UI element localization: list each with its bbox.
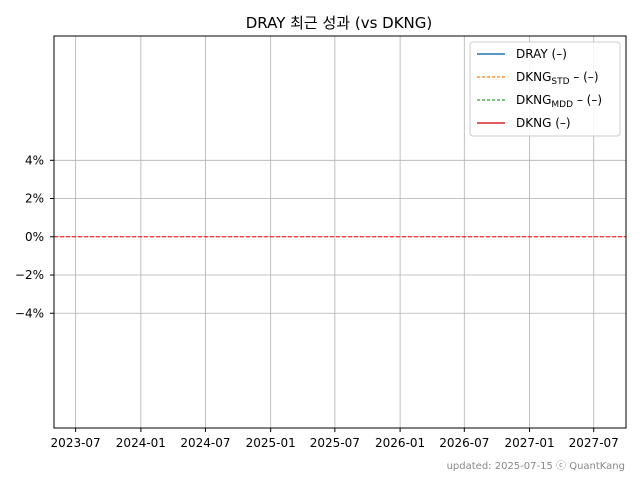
chart-title: DRAY 최근 성과 (vs DKNG) xyxy=(246,14,433,32)
x-tick-label: 2025-01 xyxy=(246,436,296,450)
y-tick-label: −2% xyxy=(15,268,44,282)
legend-entry: DKNG (–) xyxy=(516,116,571,130)
legend-entry: DKNGSTD – (–) xyxy=(516,70,599,87)
x-axis: 2023-07 2024-01 2024-07 2025-01 2025-07 2026-… xyxy=(51,428,619,450)
y-axis: 4% 2% 0% −2% −4% xyxy=(15,153,54,320)
x-tick-label: 2027-01 xyxy=(504,436,554,450)
x-tick-label: 2024-07 xyxy=(180,436,230,450)
x-tick-label: 2023-07 xyxy=(51,436,101,450)
y-tick-label: 0% xyxy=(25,230,44,244)
legend-entry: DKNGMDD – (–) xyxy=(516,93,602,110)
x-tick-label: 2027-07 xyxy=(569,436,619,450)
grid xyxy=(54,36,626,428)
legend-box xyxy=(469,41,621,137)
legend: DRAY (–) DKNGSTD – (–) DKNGMDD – (–) DKNG (… xyxy=(469,41,621,137)
x-tick-label: 2025-07 xyxy=(310,436,360,450)
y-tick-label: −4% xyxy=(15,306,44,320)
x-tick-label: 2026-01 xyxy=(375,436,425,450)
y-tick-label: 4% xyxy=(25,153,44,167)
y-tick-label: 2% xyxy=(25,192,44,206)
legend-entry: DRAY (–) xyxy=(516,47,567,61)
x-tick-label: 2024-01 xyxy=(116,436,166,450)
footer-credit: updated: 2025-07-15 ⓒ QuantKang xyxy=(447,460,625,472)
plot-frame xyxy=(53,35,627,429)
x-tick-label: 2026-07 xyxy=(439,436,489,450)
